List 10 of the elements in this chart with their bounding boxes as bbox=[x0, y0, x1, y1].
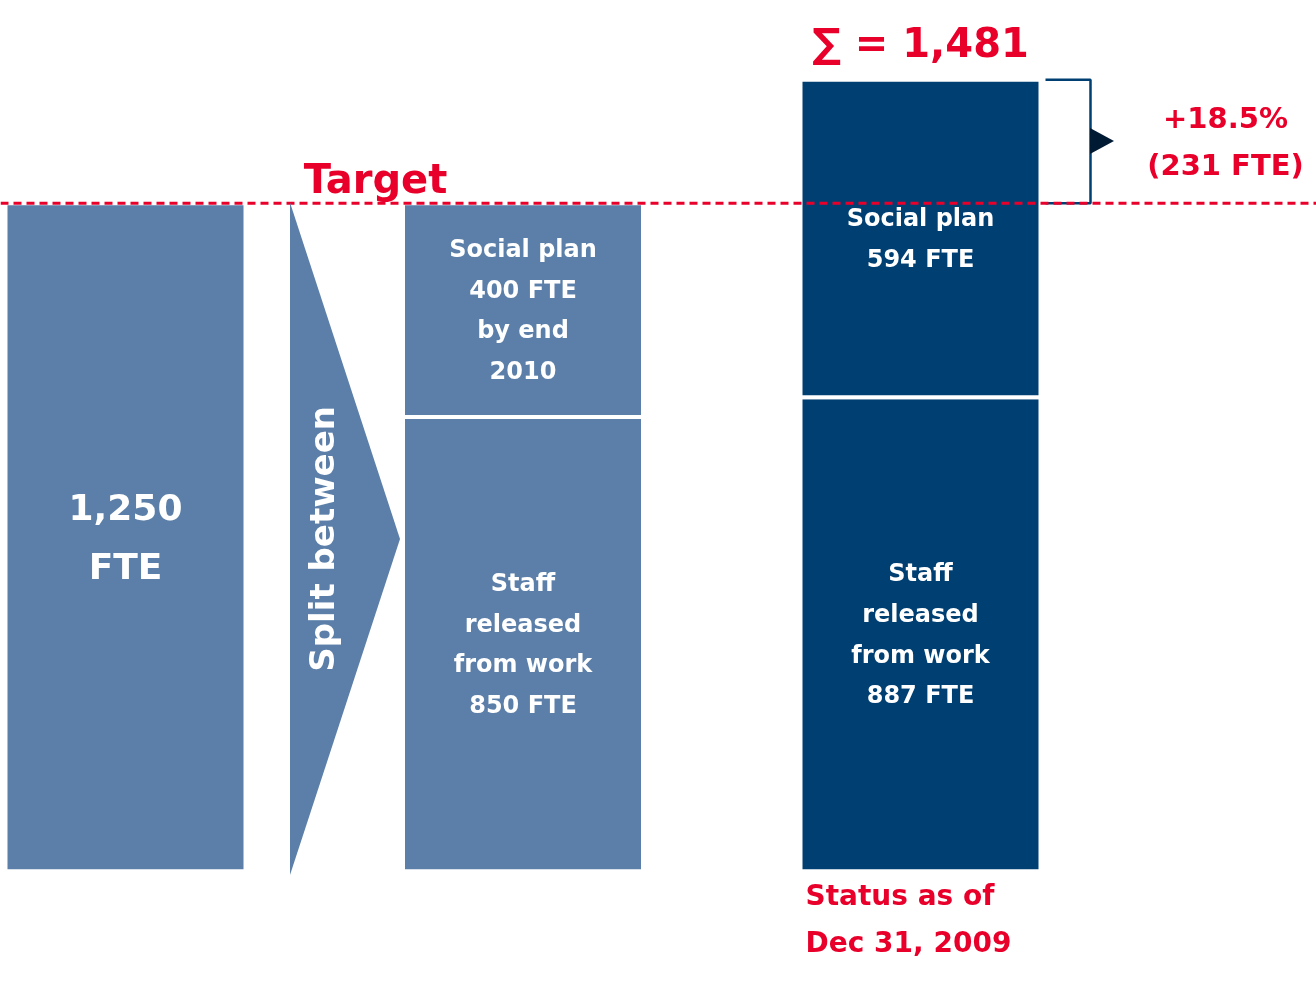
data-label: Social plan 400 FTE by end 2010 bbox=[449, 235, 597, 385]
annotation: Split between bbox=[302, 406, 342, 672]
data-label: Staff released from work 887 FTE bbox=[851, 559, 991, 710]
data-label: Social plan 594 FTE bbox=[846, 204, 995, 273]
text: ∑ = 1,481 bbox=[812, 20, 1029, 67]
data-label: Staff released from work 850 FTE bbox=[453, 569, 594, 720]
text: Status as of Dec 31, 2009 bbox=[805, 879, 1012, 959]
data-label: 1,250 FTE bbox=[68, 486, 183, 588]
ref-line-label: Target bbox=[303, 155, 448, 202]
annotation: +18.5% (231 FTE) bbox=[1147, 100, 1304, 183]
